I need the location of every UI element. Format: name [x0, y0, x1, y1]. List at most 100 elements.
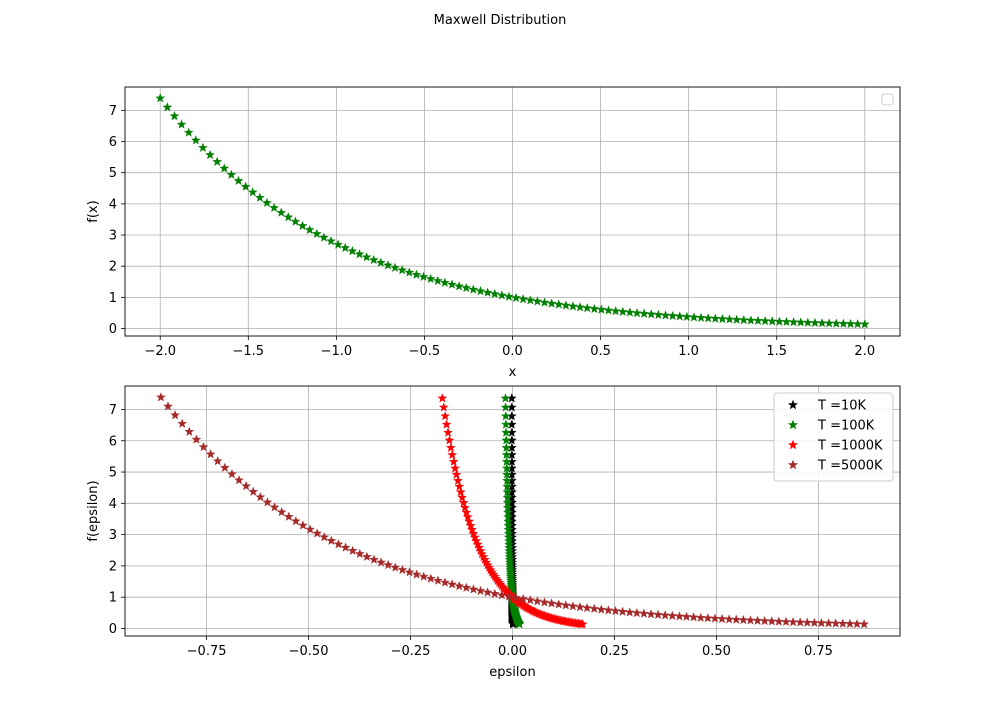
data-point	[276, 207, 287, 217]
data-point	[500, 393, 511, 403]
data-point	[738, 314, 749, 325]
data-point	[311, 228, 322, 239]
data-point	[831, 318, 842, 328]
data-point	[411, 569, 422, 579]
data-point	[660, 310, 671, 320]
data-point	[444, 435, 455, 445]
data-point	[553, 299, 564, 309]
data-point	[703, 313, 714, 323]
data-point	[631, 607, 642, 618]
data-point	[304, 224, 315, 235]
data-point	[347, 545, 358, 556]
legend-label: T =10K	[817, 399, 867, 414]
data-point	[454, 481, 465, 491]
data-point	[539, 297, 550, 307]
bottom-x-tick-label: −0.75	[187, 644, 227, 659]
data-point	[859, 619, 870, 629]
data-point	[411, 269, 422, 279]
data-point	[453, 475, 463, 485]
data-point	[603, 305, 614, 315]
data-point	[596, 604, 607, 614]
top-y-tick-label: 7	[109, 104, 117, 119]
data-point	[205, 449, 216, 459]
bottom-series-t-5000k	[155, 392, 870, 629]
data-point	[646, 609, 656, 619]
data-point	[450, 463, 461, 473]
legend-label: T =1000K	[817, 439, 883, 454]
legend-marker	[787, 459, 799, 470]
data-point	[368, 254, 379, 265]
data-point	[457, 492, 468, 502]
data-point	[340, 242, 351, 253]
data-point	[432, 275, 443, 286]
data-point	[376, 557, 387, 567]
data-point	[696, 312, 707, 323]
data-point	[710, 313, 721, 323]
data-point	[465, 520, 476, 530]
top-series-data	[155, 93, 870, 329]
data-point	[589, 303, 600, 314]
data-point	[240, 181, 251, 191]
data-point	[610, 305, 621, 316]
data-point	[845, 318, 856, 329]
data-point	[397, 265, 408, 275]
data-point	[445, 442, 456, 452]
top-x-tick-label: −1.0	[321, 344, 353, 359]
data-point	[532, 596, 543, 606]
data-point	[404, 267, 415, 277]
bottom-y-tick-label: 2	[109, 559, 117, 574]
data-point	[638, 608, 649, 618]
data-point	[254, 192, 265, 202]
data-point	[425, 573, 436, 583]
data-point	[496, 290, 507, 300]
data-point	[710, 613, 720, 623]
data-point	[347, 245, 358, 256]
data-point	[802, 617, 813, 627]
data-point	[525, 295, 536, 305]
data-point	[439, 277, 450, 287]
data-point	[432, 575, 443, 585]
data-point	[461, 507, 472, 517]
data-point	[163, 401, 173, 411]
data-point	[418, 271, 429, 282]
data-point	[397, 564, 408, 575]
data-point	[155, 392, 166, 402]
data-point	[468, 528, 479, 538]
data-point	[539, 597, 550, 607]
data-point	[745, 315, 756, 325]
data-point	[532, 296, 543, 306]
data-point	[290, 216, 301, 226]
data-point	[553, 599, 564, 609]
data-point	[454, 580, 465, 591]
legend-marker	[787, 439, 799, 450]
data-point	[810, 317, 820, 328]
data-point	[501, 442, 512, 452]
data-point	[170, 410, 181, 420]
data-point	[724, 614, 735, 624]
data-point	[183, 127, 194, 137]
bottom-y-tick-label: 4	[109, 497, 117, 512]
data-point	[177, 418, 188, 428]
data-point	[212, 455, 223, 466]
data-point	[462, 511, 473, 522]
data-point	[361, 251, 372, 262]
bottom-y-tick-label: 7	[109, 403, 117, 418]
data-point	[361, 551, 372, 562]
data-point	[759, 615, 770, 626]
bottom-y-tick-label: 0	[109, 622, 117, 637]
top-x-tick-label: −0.5	[409, 344, 441, 359]
top-x-tick-label: −1.5	[233, 344, 265, 359]
data-point	[731, 314, 742, 324]
top-x-tick-label: 0.5	[590, 344, 611, 359]
data-point	[198, 441, 209, 452]
data-point	[404, 567, 415, 577]
data-point	[269, 502, 280, 512]
data-point	[448, 456, 459, 466]
top-legend	[881, 93, 894, 106]
data-point	[589, 603, 600, 614]
top-x-axis-label: x	[509, 365, 517, 380]
data-point	[504, 591, 514, 601]
data-point	[525, 595, 536, 605]
data-point	[859, 319, 870, 329]
